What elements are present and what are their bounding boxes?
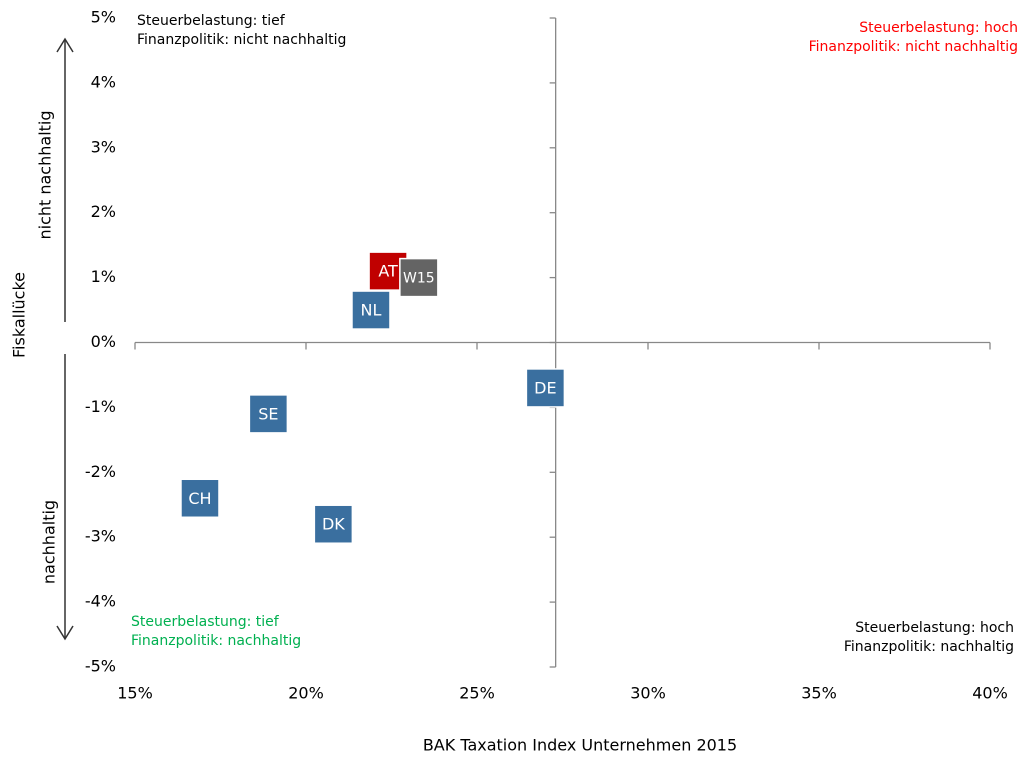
point: DK (313, 504, 354, 544)
up-arrow-head (56, 37, 74, 53)
point-label: DE (534, 378, 556, 397)
quadrant-annotation: Steuerbelastung: hoch (859, 20, 1018, 36)
y-tick-label: 5% (91, 8, 116, 27)
point-marker (180, 478, 220, 519)
point-marker (248, 394, 289, 434)
down-arrow-head (56, 625, 74, 641)
y-tick-label: 0% (91, 332, 116, 351)
quadrant-annotation: Finanzpolitik: nicht nachhaltig (137, 32, 346, 48)
point: CH (180, 478, 220, 519)
quadrant-annotation: Steuerbelastung: hoch (855, 620, 1014, 636)
point-marker (351, 290, 391, 330)
y-tick-label: -5% (85, 657, 116, 676)
y-tick-label: 2% (91, 202, 116, 221)
x-tick-label: 35% (801, 684, 837, 703)
point: W15 (399, 257, 439, 298)
y-tick-label: -2% (85, 462, 116, 481)
point-label: W15 (403, 271, 435, 287)
x-tick-label: 30% (630, 684, 666, 703)
quadrant-annotation: Steuerbelastung: tief (131, 614, 280, 630)
point-label: DK (322, 515, 345, 534)
x-axis-label: BAK Taxation Index Unternehmen 2015 (423, 736, 737, 755)
point: SE (248, 394, 289, 434)
point-label: AT (378, 262, 398, 281)
y-tick-label: -3% (85, 527, 116, 546)
y-tick-label: 4% (91, 72, 116, 91)
y-upper-label: nicht nachhaltig (36, 110, 55, 239)
point-label: CH (188, 489, 211, 508)
quadrant-annotation: Steuerbelastung: tief (137, 13, 286, 29)
point-marker (313, 504, 354, 544)
y-tick-label: 3% (91, 137, 116, 156)
point-label: SE (258, 404, 278, 423)
x-tick-label: 25% (459, 684, 495, 703)
point-label: NL (361, 301, 382, 320)
quadrant-annotation: Finanzpolitik: nachhaltig (844, 639, 1014, 655)
quadrant-annotation: Finanzpolitik: nicht nachhaltig (809, 39, 1018, 55)
point-marker (525, 368, 566, 408)
x-tick-label: 15% (117, 684, 153, 703)
point: NL (351, 290, 391, 330)
y-lower-label: nachhaltig (40, 500, 59, 584)
quadrant-annotation: Finanzpolitik: nachhaltig (131, 633, 301, 649)
y-tick-label: 1% (91, 267, 116, 286)
y-axis-label: Fiskallücke (10, 272, 29, 358)
arrows (56, 37, 74, 641)
point: DE (525, 368, 566, 408)
y-tick-label: -1% (85, 397, 116, 416)
point-marker (399, 257, 439, 298)
x-tick-label: 20% (288, 684, 324, 703)
x-tick-label: 40% (972, 684, 1008, 703)
y-tick-label: -4% (85, 592, 116, 611)
